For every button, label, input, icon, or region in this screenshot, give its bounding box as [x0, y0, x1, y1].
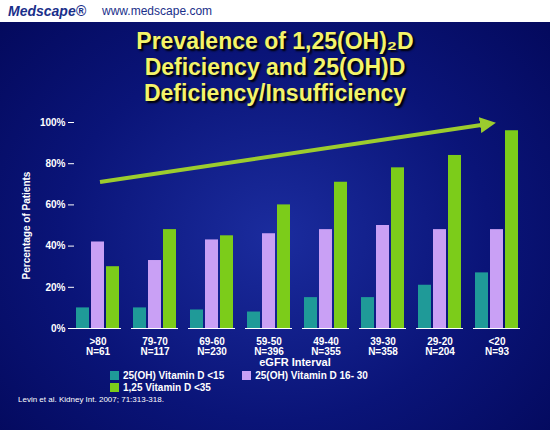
html-text:Prevalence of 1,25(OH)₂D Defic: Prevalence of 1,25(OH)₂D Deficiency and …	[136, 28, 414, 106]
html-text:Medscape®: Medscape®	[8, 3, 86, 19]
svg-text:Percentage of Patients: Percentage of Patients	[21, 171, 32, 279]
html-text:www.medscape.com: www.medscape.com	[102, 4, 213, 18]
svg-text:40%: 40%	[45, 240, 65, 251]
svg-text:<20N=93: <20N=93	[485, 336, 510, 357]
html-text:25(OH) Vitamin D 16- 30: 25(OH) Vitamin D 16- 30	[255, 370, 368, 381]
svg-text:0%: 0%	[51, 323, 66, 334]
svg-text:>80N=61: >80N=61	[86, 336, 111, 357]
svg-text:100%: 100%	[40, 117, 66, 128]
html-text:eGFR Interval: eGFR Interval	[259, 356, 331, 368]
svg-text:39-30N=358: 39-30N=358	[368, 336, 398, 357]
svg-text:59-50N=396: 59-50N=396	[254, 336, 284, 357]
svg-text:29-20N=204: 29-20N=204	[425, 336, 455, 357]
svg-text:79-70N=117: 79-70N=117	[140, 336, 170, 357]
svg-text:80%: 80%	[45, 158, 65, 169]
html-text:1,25 Vitamin D <35: 1,25 Vitamin D <35	[123, 382, 211, 393]
svg-text:60%: 60%	[45, 199, 65, 210]
svg-text:69-60N=230: 69-60N=230	[197, 336, 227, 357]
html-text:Levin et al. Kidney Int. 2007;: Levin et al. Kidney Int. 2007; 71:313-31…	[18, 395, 164, 404]
svg-text:20%: 20%	[45, 282, 65, 293]
html-text:25(OH) Vitamin D <15: 25(OH) Vitamin D <15	[123, 370, 225, 381]
svg-text:49-40N=355: 49-40N=355	[311, 336, 341, 357]
